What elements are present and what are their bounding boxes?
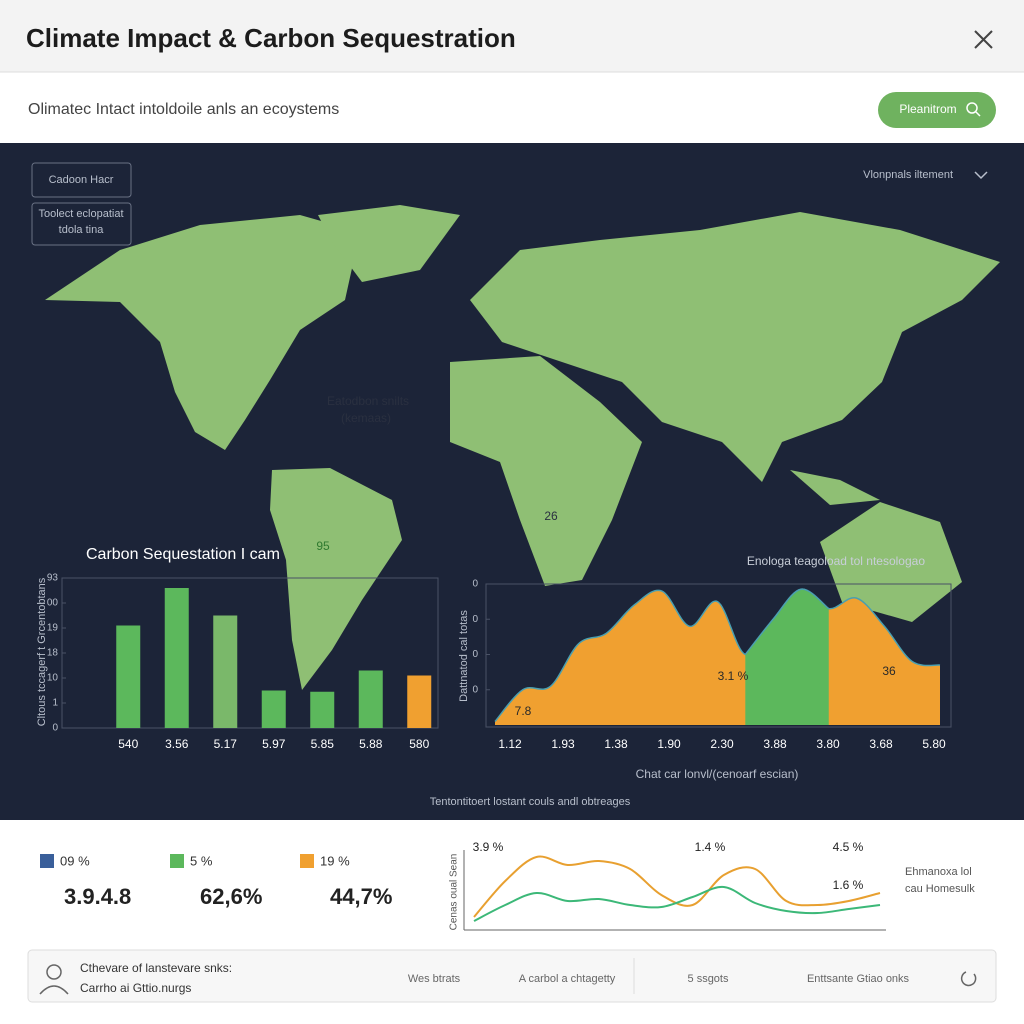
line	[473, 885, 881, 922]
line-legend: cau Homesulk	[905, 883, 975, 895]
legend-swatch	[300, 854, 314, 868]
search-button[interactable]: Pleanitrom	[878, 92, 996, 128]
y-tick-label: 0	[472, 684, 478, 695]
footnote: Tentontitoert lostant couls andl obtreag…	[430, 796, 631, 808]
stat-number: 3.9.4.8	[64, 884, 131, 909]
area-plot-frame	[485, 583, 952, 728]
legend-swatch	[40, 854, 54, 868]
annotation: 36	[882, 664, 896, 678]
footer-item[interactable]: Wes btrats	[408, 973, 461, 985]
x-tick-label: 5.85	[311, 737, 335, 751]
y-tick-label: 0	[52, 723, 58, 734]
footer-item[interactable]: Enttsante Gtiao onks	[807, 973, 910, 985]
y-tick-label: 0	[472, 649, 478, 660]
area-edge	[744, 588, 830, 655]
y-tick-label: 0	[472, 614, 478, 625]
user-line: Carrho ai Gttio.nurgs	[80, 981, 191, 995]
close-button[interactable]	[974, 30, 993, 49]
line	[473, 855, 881, 918]
footer-item[interactable]: A carbol a chtagetty	[519, 973, 616, 985]
annotation: 7.8	[515, 704, 532, 718]
bar-y-label: Cltous tccagerf t Grcentobtans	[36, 577, 48, 726]
bar	[407, 675, 432, 728]
x-tick-label: 3.56	[165, 737, 189, 751]
x-tick-label: 580	[409, 737, 429, 751]
x-tick-label: 5.97	[262, 737, 286, 751]
x-tick-label: 3.88	[763, 737, 787, 751]
user-line: Cthevare of lanstevare snks:	[80, 961, 232, 975]
stat-number: 44,7%	[330, 884, 392, 909]
x-tick-label: 5.17	[214, 737, 238, 751]
bar	[358, 670, 383, 728]
footer-item[interactable]: 5 ssgots	[688, 973, 729, 985]
line-legend: Ehmanoxa lol	[905, 866, 972, 878]
y-tick-label: 00	[47, 598, 59, 609]
legend-swatch	[170, 854, 184, 868]
x-tick-label: 1.38	[604, 737, 628, 751]
area-chart-title: Enologa teagoload tol ntesologao	[747, 554, 925, 568]
x-tick-label: 1.12	[498, 737, 522, 751]
info-label: tdola tina	[59, 224, 105, 236]
line-label: 3.9 %	[473, 840, 504, 854]
x-tick-label: 1.93	[551, 737, 575, 751]
x-tick-label: 1.90	[657, 737, 681, 751]
area-edge	[494, 588, 941, 722]
bar-chart-title: Carbon Sequestation I cam	[86, 546, 280, 563]
x-tick-label: 2.30	[710, 737, 734, 751]
bar	[310, 691, 335, 728]
world-map	[45, 205, 1000, 690]
y-tick-label: 10	[47, 673, 59, 684]
legend-label: 09 %	[60, 853, 90, 868]
filter-box[interactable]: Cadoon Hacr	[31, 162, 132, 198]
y-tick-label: 19	[47, 623, 59, 634]
y-tick-label: 93	[47, 573, 59, 584]
bar	[261, 690, 286, 728]
filter-label[interactable]: Cadoon Hacr	[49, 174, 114, 186]
dropdown-label[interactable]: Vlonpnals iltement	[863, 169, 953, 181]
refresh-icon[interactable]	[960, 971, 977, 987]
bar	[116, 625, 141, 728]
y-tick-label: 0	[472, 579, 478, 590]
x-tick-label: 3.68	[869, 737, 893, 751]
footer-bar	[27, 949, 997, 1003]
user-icon	[39, 964, 69, 995]
area	[745, 589, 829, 725]
x-tick-label: 5.80	[922, 737, 946, 751]
line-label: 1.4 %	[695, 840, 726, 854]
area-x-label: Chat car lonvl/(cenoarf escian)	[636, 767, 799, 781]
subtitle: Olimatec Intact intoldoile anls an ecoys…	[28, 101, 339, 118]
title: Climate Impact & Carbon Sequestration	[26, 23, 516, 53]
x-tick-label: 540	[118, 737, 138, 751]
legend-label: 5 %	[190, 853, 213, 868]
map-number: 95	[316, 539, 330, 553]
bar	[213, 615, 238, 728]
map-label: (kemaas)	[341, 411, 391, 425]
header-bg	[0, 0, 1024, 72]
stat-number: 62,6%	[200, 884, 262, 909]
line-label: 4.5 %	[833, 840, 864, 854]
button-label[interactable]: Pleanitrom	[899, 102, 956, 116]
annotation: 3.1 %	[718, 669, 749, 683]
info-label: Toolect eclopatiat	[39, 208, 124, 220]
dropdown[interactable]: Vlonpnals iltement	[863, 169, 988, 181]
bar	[164, 588, 189, 728]
x-tick-label: 5.88	[359, 737, 383, 751]
map-number: 26	[544, 509, 558, 523]
x-tick-label: 3.80	[816, 737, 840, 751]
area-y-label: Dattnatod cal totas	[458, 610, 470, 702]
line-y-label: Cenas oual Sean	[449, 854, 460, 931]
map-label: Eatodbon snilts	[327, 394, 409, 408]
legend-label: 19 %	[320, 853, 350, 868]
y-tick-label: 18	[47, 648, 59, 659]
info-box: Toolect eclopatiat tdola tina	[31, 202, 132, 246]
y-tick-label: 1	[52, 698, 58, 709]
line-label: 1.6 %	[833, 878, 864, 892]
